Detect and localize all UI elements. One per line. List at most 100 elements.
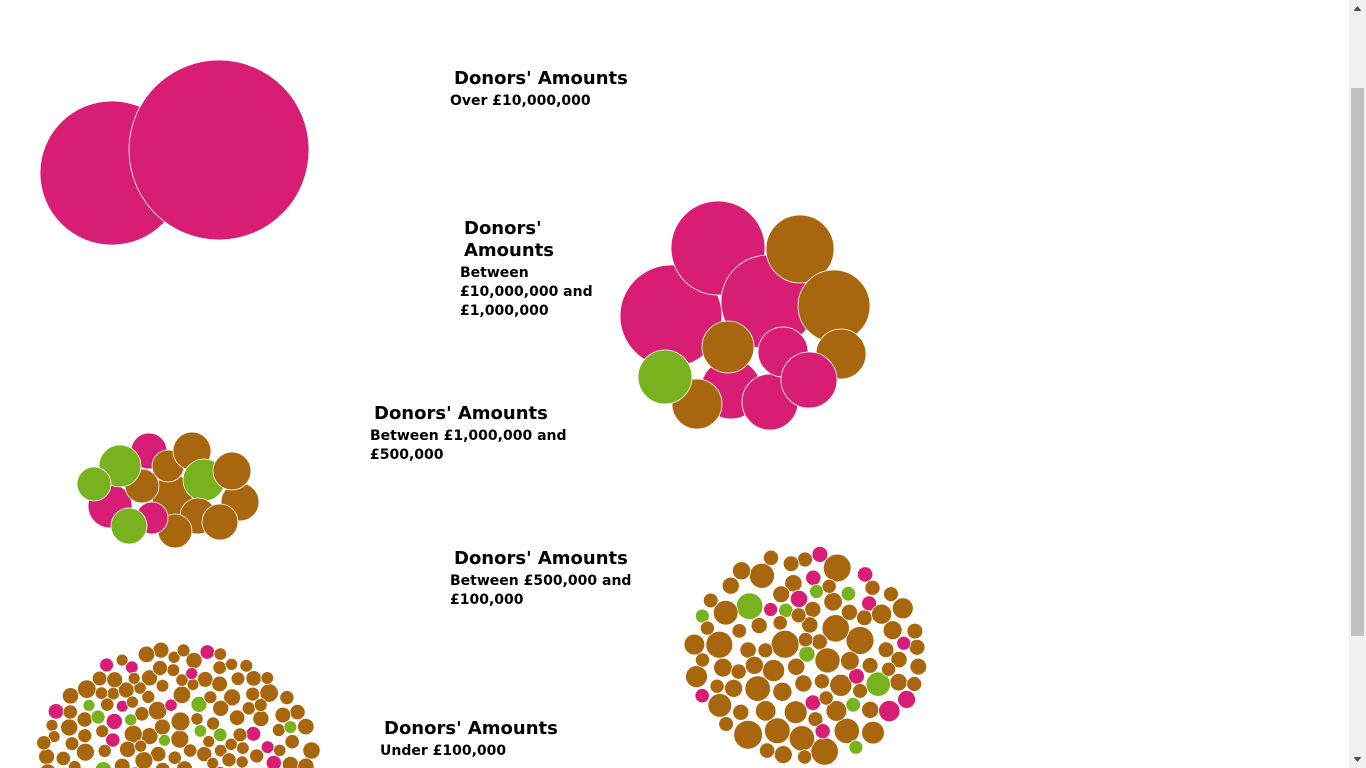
donor-bubble[interactable] [896,635,912,651]
donor-bubble[interactable] [206,756,220,768]
donor-bubble[interactable] [797,631,814,648]
donor-bubble[interactable] [167,650,181,664]
donor-bubble[interactable] [637,349,693,405]
donor-bubble[interactable] [811,546,829,563]
donor-bubble[interactable] [909,657,928,676]
donor-bubble[interactable] [744,675,771,702]
donor-bubble[interactable] [283,720,298,734]
donor-bubble[interactable] [158,733,171,747]
donor-bubble[interactable] [232,727,248,743]
donor-bubble[interactable] [82,699,96,712]
donor-bubble[interactable] [845,626,875,655]
vertical-scrollbar[interactable] [1349,0,1366,768]
donor-bubble[interactable] [763,602,778,617]
donor-bubble[interactable] [225,657,239,671]
donor-bubble[interactable] [897,690,916,709]
donor-bubble[interactable] [281,755,300,768]
donor-bubble[interactable] [236,741,250,755]
donor-bubble[interactable] [712,599,739,626]
donor-bubble[interactable] [105,712,123,730]
donor-bubble[interactable] [713,657,733,678]
donor-bubble[interactable] [68,760,82,768]
donor-bubble[interactable] [883,586,899,602]
donor-bubble[interactable] [732,561,752,581]
donor-bubble[interactable] [807,711,824,728]
donor-bubble[interactable] [137,645,156,664]
donor-bubble[interactable] [176,760,193,768]
donor-bubble[interactable] [840,651,860,671]
donor-bubble[interactable] [185,667,199,680]
donor-bubble[interactable] [801,616,819,634]
donor-bubble[interactable] [213,743,228,758]
donor-bubble[interactable] [260,671,275,685]
donor-bubble[interactable] [773,745,793,764]
donor-bubble[interactable] [115,653,129,667]
donor-bubble[interactable] [213,647,228,661]
donor-bubble[interactable] [829,673,853,697]
donor-bubble[interactable] [164,698,178,712]
donor-bubble[interactable] [190,712,204,726]
donor-bubble[interactable] [228,709,246,726]
donor-bubble[interactable] [76,742,95,762]
donor-bubble[interactable] [166,663,181,677]
donor-bubble[interactable] [203,690,218,705]
donor-bubble[interactable] [230,671,246,686]
donor-bubble[interactable] [76,466,112,502]
donor-bubble[interactable] [186,678,200,691]
donor-bubble[interactable] [790,607,807,624]
donor-bubble[interactable] [289,703,306,721]
donor-bubble[interactable] [861,657,879,674]
donor-bubble[interactable] [154,762,171,768]
donor-bubble[interactable] [787,657,806,676]
donor-bubble[interactable] [106,671,124,689]
donor-bubble[interactable] [685,665,708,688]
donor-bubble[interactable] [141,689,156,704]
donor-bubble[interactable] [212,451,252,491]
donor-bubble[interactable] [825,700,848,722]
donor-bubble[interactable] [730,663,747,680]
donor-bubble[interactable] [176,643,191,658]
donor-bubble[interactable] [95,724,110,739]
donor-bubble[interactable] [302,741,321,760]
donor-bubble[interactable] [199,644,216,660]
donor-bubble[interactable] [762,659,786,683]
donor-bubble[interactable] [134,739,148,753]
donor-bubble[interactable] [241,701,256,716]
donor-bubble[interactable] [153,718,171,736]
donor-bubble[interactable] [748,562,775,589]
donor-bubble[interactable] [212,727,228,743]
donor-bubble[interactable] [797,749,813,765]
donor-bubble[interactable] [765,214,835,284]
donor-bubble[interactable] [707,693,733,718]
donor-bubble[interactable] [279,690,295,706]
donor-bubble[interactable] [193,724,208,738]
donor-bubble[interactable] [97,743,112,758]
donor-bubble[interactable] [889,673,908,692]
donor-bubble[interactable] [128,59,310,241]
donor-bubble[interactable] [271,723,286,737]
donor-bubble[interactable] [196,671,214,688]
donor-bubble[interactable] [110,507,148,545]
donor-bubble[interactable] [60,718,79,737]
donor-bubble[interactable] [45,718,59,732]
donor-bubble[interactable] [701,320,755,374]
donor-bubble[interactable] [739,641,757,659]
donor-bubble[interactable] [297,757,315,768]
donor-bubble[interactable] [201,503,239,541]
donor-bubble[interactable] [797,551,813,568]
donor-bubble[interactable] [732,703,750,721]
donor-bubble[interactable] [124,713,138,727]
donor-bubble[interactable] [833,717,860,745]
donor-bubble[interactable] [814,647,841,674]
donor-bubble[interactable] [249,748,265,764]
donor-bubble[interactable] [38,748,55,765]
donor-bubble[interactable] [861,595,877,612]
donor-bubble[interactable] [119,740,137,758]
donor-bubble[interactable] [891,597,914,620]
donor-bubble[interactable] [744,655,764,675]
donor-bubble[interactable] [818,690,834,706]
donor-bubble[interactable] [814,723,831,740]
donor-bubble[interactable] [265,754,282,768]
donor-bubble[interactable] [731,623,748,639]
donor-bubble[interactable] [77,728,93,744]
